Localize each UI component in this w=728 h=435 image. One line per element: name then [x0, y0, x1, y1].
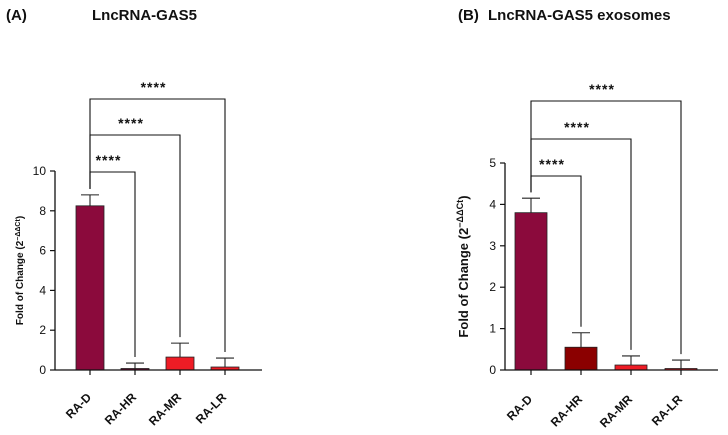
chart-title: LncRNA-GAS5 [92, 7, 197, 24]
y-tick-label: 4 [489, 197, 496, 211]
chart-panel-a: (A) LncRNA-GAS5 0 2 4 6 8 10 Fold of Change (2−Δ… [6, 7, 262, 428]
bar [75, 205, 105, 371]
y-axis-label: Fold of Change (2−ΔΔCt) [15, 216, 27, 325]
panel-label: (A) [6, 7, 27, 24]
y-tick-label: 8 [39, 204, 46, 218]
bar [165, 356, 195, 371]
significance-label: **** [539, 156, 565, 172]
y-tick-label: 10 [33, 164, 47, 178]
significance-label: **** [118, 115, 144, 131]
y-tick-label: 6 [39, 244, 46, 258]
panel-label: (B) [458, 7, 479, 24]
x-tick-label: RA-LR [649, 392, 686, 429]
y-tick-label: 3 [489, 239, 496, 253]
x-tick-label: RA-LR [193, 390, 230, 427]
bar [614, 364, 648, 371]
significance-bracket [530, 100, 682, 355]
bar [514, 212, 548, 371]
significance-bracket [89, 98, 226, 353]
significance-label: **** [141, 79, 167, 95]
y-tick-label: 5 [489, 156, 496, 170]
chart-title: LncRNA-GAS5 exosomes [488, 7, 671, 24]
x-tick-label: RA-HR [102, 390, 139, 427]
x-tick-label: RA-MR [597, 392, 635, 430]
x-tick-label: RA-D [504, 392, 535, 423]
bar [564, 346, 598, 371]
y-tick-label: 2 [489, 280, 496, 294]
significance-label: **** [589, 81, 615, 97]
x-tick-label: RA-HR [548, 392, 585, 429]
chart-panel-b: (B) LncRNA-GAS5 exosomes 0 1 2 3 4 5 Fold of Cha… [455, 7, 718, 430]
y-tick-label: 1 [489, 322, 496, 336]
y-tick-label: 4 [39, 283, 46, 297]
significance-label: **** [564, 119, 590, 135]
y-tick-label: 0 [489, 363, 496, 377]
y-axis-label: Fold of Change (2−ΔΔCt) [455, 195, 471, 337]
y-tick-label: 2 [39, 323, 46, 337]
significance-label: **** [96, 152, 122, 168]
x-tick-label: RA-D [63, 390, 94, 421]
y-tick-label: 0 [39, 363, 46, 377]
x-tick-label: RA-MR [146, 390, 184, 428]
